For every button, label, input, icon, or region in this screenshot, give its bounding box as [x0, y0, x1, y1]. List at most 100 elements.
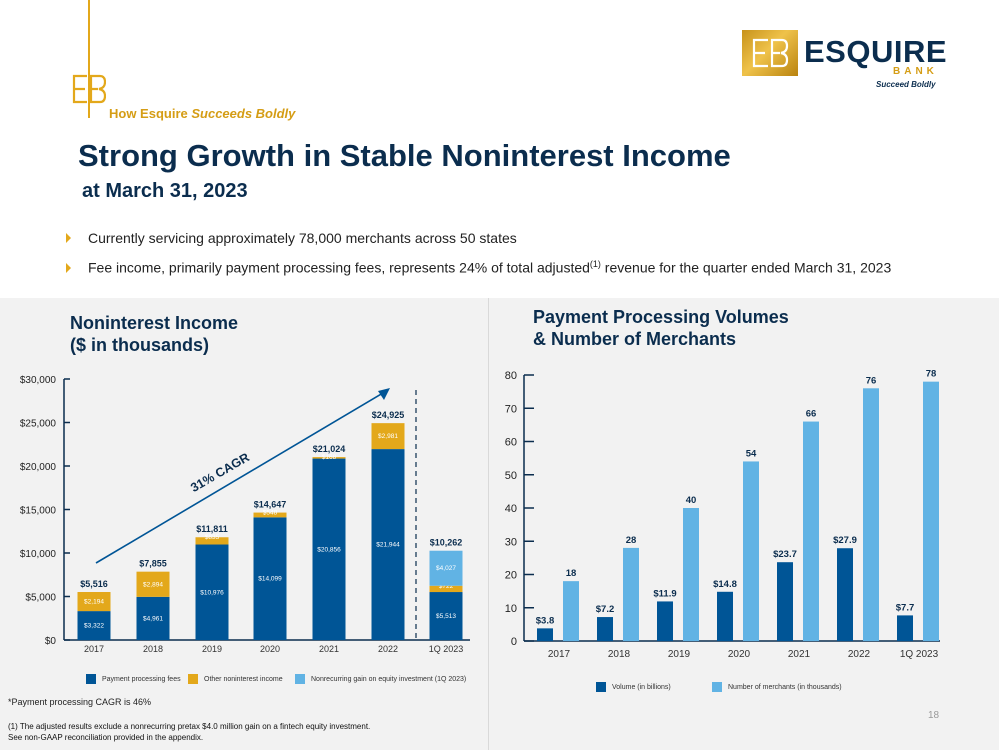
bar-value-label: 78	[926, 369, 937, 380]
y-tick-label: 0	[511, 636, 517, 648]
y-tick-label: 10	[505, 603, 517, 615]
bar	[837, 548, 853, 641]
legend-label: Volume (in billions)	[612, 683, 671, 691]
eyebrow-tagline: How Esquire Succeeds Boldly	[109, 106, 295, 121]
y-tick-label: 40	[505, 503, 517, 515]
bar-value-label: $168	[322, 454, 337, 461]
bar-value-label: $835	[205, 534, 220, 541]
y-tick-label: 70	[505, 403, 517, 415]
gold-vertical-rule	[88, 0, 90, 118]
y-tick-label: $20,000	[20, 462, 57, 473]
legend-label: Other noninterest income	[204, 675, 283, 683]
bar-segment	[77, 611, 111, 640]
legend-label: Payment processing fees	[102, 675, 181, 683]
cagr-arrowhead-icon	[378, 388, 390, 400]
footnote-line1: (1) The adjusted results exclude a nonre…	[8, 722, 371, 731]
bar	[863, 388, 879, 641]
bar	[897, 615, 913, 641]
bar-segment	[429, 550, 463, 586]
bar	[657, 601, 673, 641]
eb-monogram-icon	[72, 74, 106, 104]
chart-right-title: Payment Processing Volumes & Number of Me…	[533, 306, 789, 350]
legend-swatch	[712, 682, 722, 692]
x-tick-label: 2021	[788, 649, 811, 660]
footnote-line2: See non-GAAP reconciliation provided in …	[8, 733, 204, 742]
legend-item-merchants: Number of merchants (in thousands)	[712, 682, 842, 692]
bar-value-label: $27.9	[833, 535, 857, 546]
footnote-ref: (1)	[589, 259, 601, 269]
bar-value-label: $4,961	[143, 615, 163, 622]
bar-total-label: $14,647	[254, 500, 287, 510]
x-tick-label: 2019	[202, 644, 222, 654]
panel-divider	[488, 298, 489, 750]
x-tick-label: 2021	[319, 644, 339, 654]
chart-right-title-line1: Payment Processing Volumes	[533, 307, 789, 327]
x-tick-label: 2018	[143, 644, 163, 654]
y-tick-label: $15,000	[20, 506, 57, 517]
logo-bank-text: BANK	[893, 66, 938, 77]
bar	[683, 508, 699, 641]
bar-segment	[253, 517, 287, 640]
bar-total-label: $24,925	[372, 410, 405, 420]
bar-value-label: $7.7	[896, 602, 915, 613]
legend-swatch	[295, 674, 305, 684]
y-tick-label: $10,000	[20, 549, 57, 560]
bar-total-label: $10,262	[430, 538, 463, 548]
bar-segment	[312, 458, 346, 640]
bar-segment	[371, 449, 405, 640]
y-tick-label: $5,000	[25, 593, 56, 604]
legend-swatch	[596, 682, 606, 692]
bar	[597, 617, 613, 641]
x-tick-label: 2019	[668, 649, 691, 660]
bar-value-label: $11.9	[653, 588, 676, 599]
bar-value-label: $14.8	[713, 579, 737, 590]
x-tick-label: 2020	[260, 644, 280, 654]
bar-value-label: $2,194	[84, 599, 104, 606]
legend-label: Number of merchants (in thousands)	[728, 683, 842, 691]
bar-segment	[195, 537, 229, 545]
bullet-2-text-pre: Fee income, primarily payment processing…	[88, 259, 590, 276]
cagr-arrow-line	[95, 392, 384, 564]
bar-value-label: 28	[626, 535, 637, 546]
x-tick-label: 2017	[84, 644, 104, 654]
bullet-marker-icon	[66, 233, 71, 243]
y-tick-label: $25,000	[20, 419, 57, 430]
bar-value-label: 18	[566, 568, 577, 579]
logo-wordmark: ESQUIRE	[804, 34, 948, 69]
bullet-2-text-post: revenue for the quarter ended March 31, …	[600, 259, 892, 276]
bar-value-label: $3,322	[84, 623, 104, 630]
logo-emblem-icon	[742, 30, 798, 76]
bullet-1-text: Currently servicing approximately 78,000…	[88, 230, 517, 246]
legend-item-payment-fees: Payment processing fees	[86, 674, 181, 684]
x-tick-label: 2017	[548, 649, 571, 660]
bar-value-label: $14,099	[258, 576, 282, 583]
bar-value-label: 54	[746, 448, 757, 459]
bar-segment	[371, 423, 405, 450]
bar-value-label: $4,027	[436, 565, 456, 572]
bar-segment	[253, 512, 287, 518]
legend-item-other-income: Other noninterest income	[188, 674, 283, 684]
page-subtitle: at March 31, 2023	[82, 180, 248, 202]
bar-total-label: $7,855	[139, 559, 167, 569]
bar	[777, 562, 793, 641]
y-tick-label: 50	[505, 470, 517, 482]
bar-value-label: $10,976	[200, 589, 224, 596]
legend-swatch	[188, 674, 198, 684]
bar-value-label: 40	[686, 495, 697, 506]
eyebrow-emphasis: Succeeds Boldly	[191, 106, 296, 121]
bar-value-label: $3.8	[536, 615, 555, 626]
bar-value-label: $23.7	[773, 549, 797, 560]
chart-right-title-line2: & Number of Merchants	[533, 329, 737, 349]
bar	[563, 581, 579, 641]
legend-swatch	[86, 674, 96, 684]
bar-segment	[136, 571, 170, 597]
y-tick-label: 60	[505, 437, 517, 449]
bullet-marker-icon	[66, 262, 71, 273]
chart-left-title-line1: Noninterest Income	[70, 313, 239, 333]
x-tick-label: 2018	[608, 649, 631, 660]
x-tick-label: 2022	[378, 644, 398, 654]
bar-value-label: $548	[263, 510, 278, 517]
bar-segment	[77, 592, 111, 612]
bar-total-label: $11,811	[196, 524, 228, 534]
